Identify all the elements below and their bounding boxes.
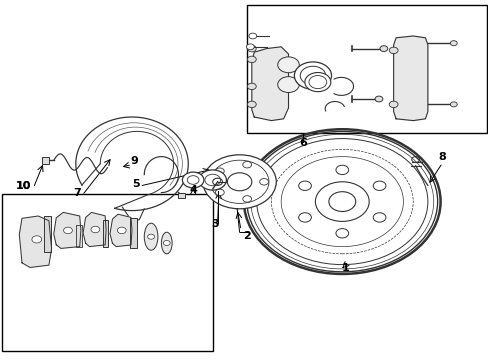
Polygon shape — [83, 212, 106, 247]
Bar — [246, 5, 486, 133]
Circle shape — [277, 77, 299, 93]
Polygon shape — [393, 36, 427, 121]
Circle shape — [247, 56, 256, 63]
Circle shape — [246, 44, 254, 50]
Bar — [41, 157, 49, 164]
Polygon shape — [54, 212, 81, 248]
Text: 2: 2 — [243, 231, 250, 242]
Polygon shape — [110, 214, 132, 247]
Text: 1: 1 — [341, 263, 348, 273]
Circle shape — [247, 83, 256, 90]
Text: 8: 8 — [438, 152, 446, 162]
Text: 3: 3 — [211, 219, 219, 229]
Circle shape — [335, 165, 348, 175]
Circle shape — [449, 102, 456, 107]
Circle shape — [247, 101, 256, 108]
Circle shape — [388, 101, 397, 108]
Circle shape — [210, 160, 268, 203]
Circle shape — [449, 41, 456, 46]
Circle shape — [308, 76, 326, 89]
Circle shape — [298, 181, 311, 190]
Circle shape — [277, 57, 299, 73]
Text: 5: 5 — [132, 179, 140, 189]
Circle shape — [215, 189, 224, 195]
Circle shape — [63, 227, 72, 234]
Circle shape — [204, 174, 220, 186]
Circle shape — [242, 196, 251, 202]
Bar — [129, 218, 137, 248]
Circle shape — [335, 229, 348, 238]
Circle shape — [388, 47, 397, 54]
Circle shape — [374, 96, 382, 102]
Text: 10: 10 — [16, 181, 31, 191]
Circle shape — [379, 46, 387, 51]
Circle shape — [298, 213, 311, 222]
Circle shape — [199, 170, 226, 190]
Text: 6: 6 — [299, 138, 306, 148]
Bar — [44, 216, 51, 252]
Text: 9: 9 — [130, 156, 138, 166]
Text: 4: 4 — [189, 185, 197, 195]
Polygon shape — [251, 47, 288, 121]
Bar — [2, 194, 212, 351]
Bar — [76, 225, 81, 247]
Ellipse shape — [161, 232, 172, 254]
Circle shape — [187, 176, 199, 184]
Circle shape — [163, 240, 170, 246]
Circle shape — [294, 62, 331, 89]
Bar — [102, 220, 107, 247]
Circle shape — [242, 161, 251, 168]
Text: 7: 7 — [73, 188, 81, 198]
Circle shape — [248, 33, 256, 39]
Circle shape — [372, 181, 385, 190]
Circle shape — [259, 179, 268, 185]
Circle shape — [215, 168, 224, 175]
Circle shape — [203, 155, 276, 209]
Circle shape — [182, 172, 203, 188]
Circle shape — [247, 45, 256, 52]
Circle shape — [91, 226, 100, 233]
Bar — [178, 193, 184, 198]
Ellipse shape — [144, 223, 158, 250]
Circle shape — [32, 236, 41, 243]
Circle shape — [147, 234, 154, 239]
Text: 10: 10 — [16, 181, 31, 191]
Circle shape — [117, 227, 126, 234]
Polygon shape — [19, 216, 52, 267]
Circle shape — [227, 173, 251, 191]
Circle shape — [304, 72, 330, 92]
Circle shape — [300, 66, 325, 85]
Circle shape — [372, 213, 385, 222]
